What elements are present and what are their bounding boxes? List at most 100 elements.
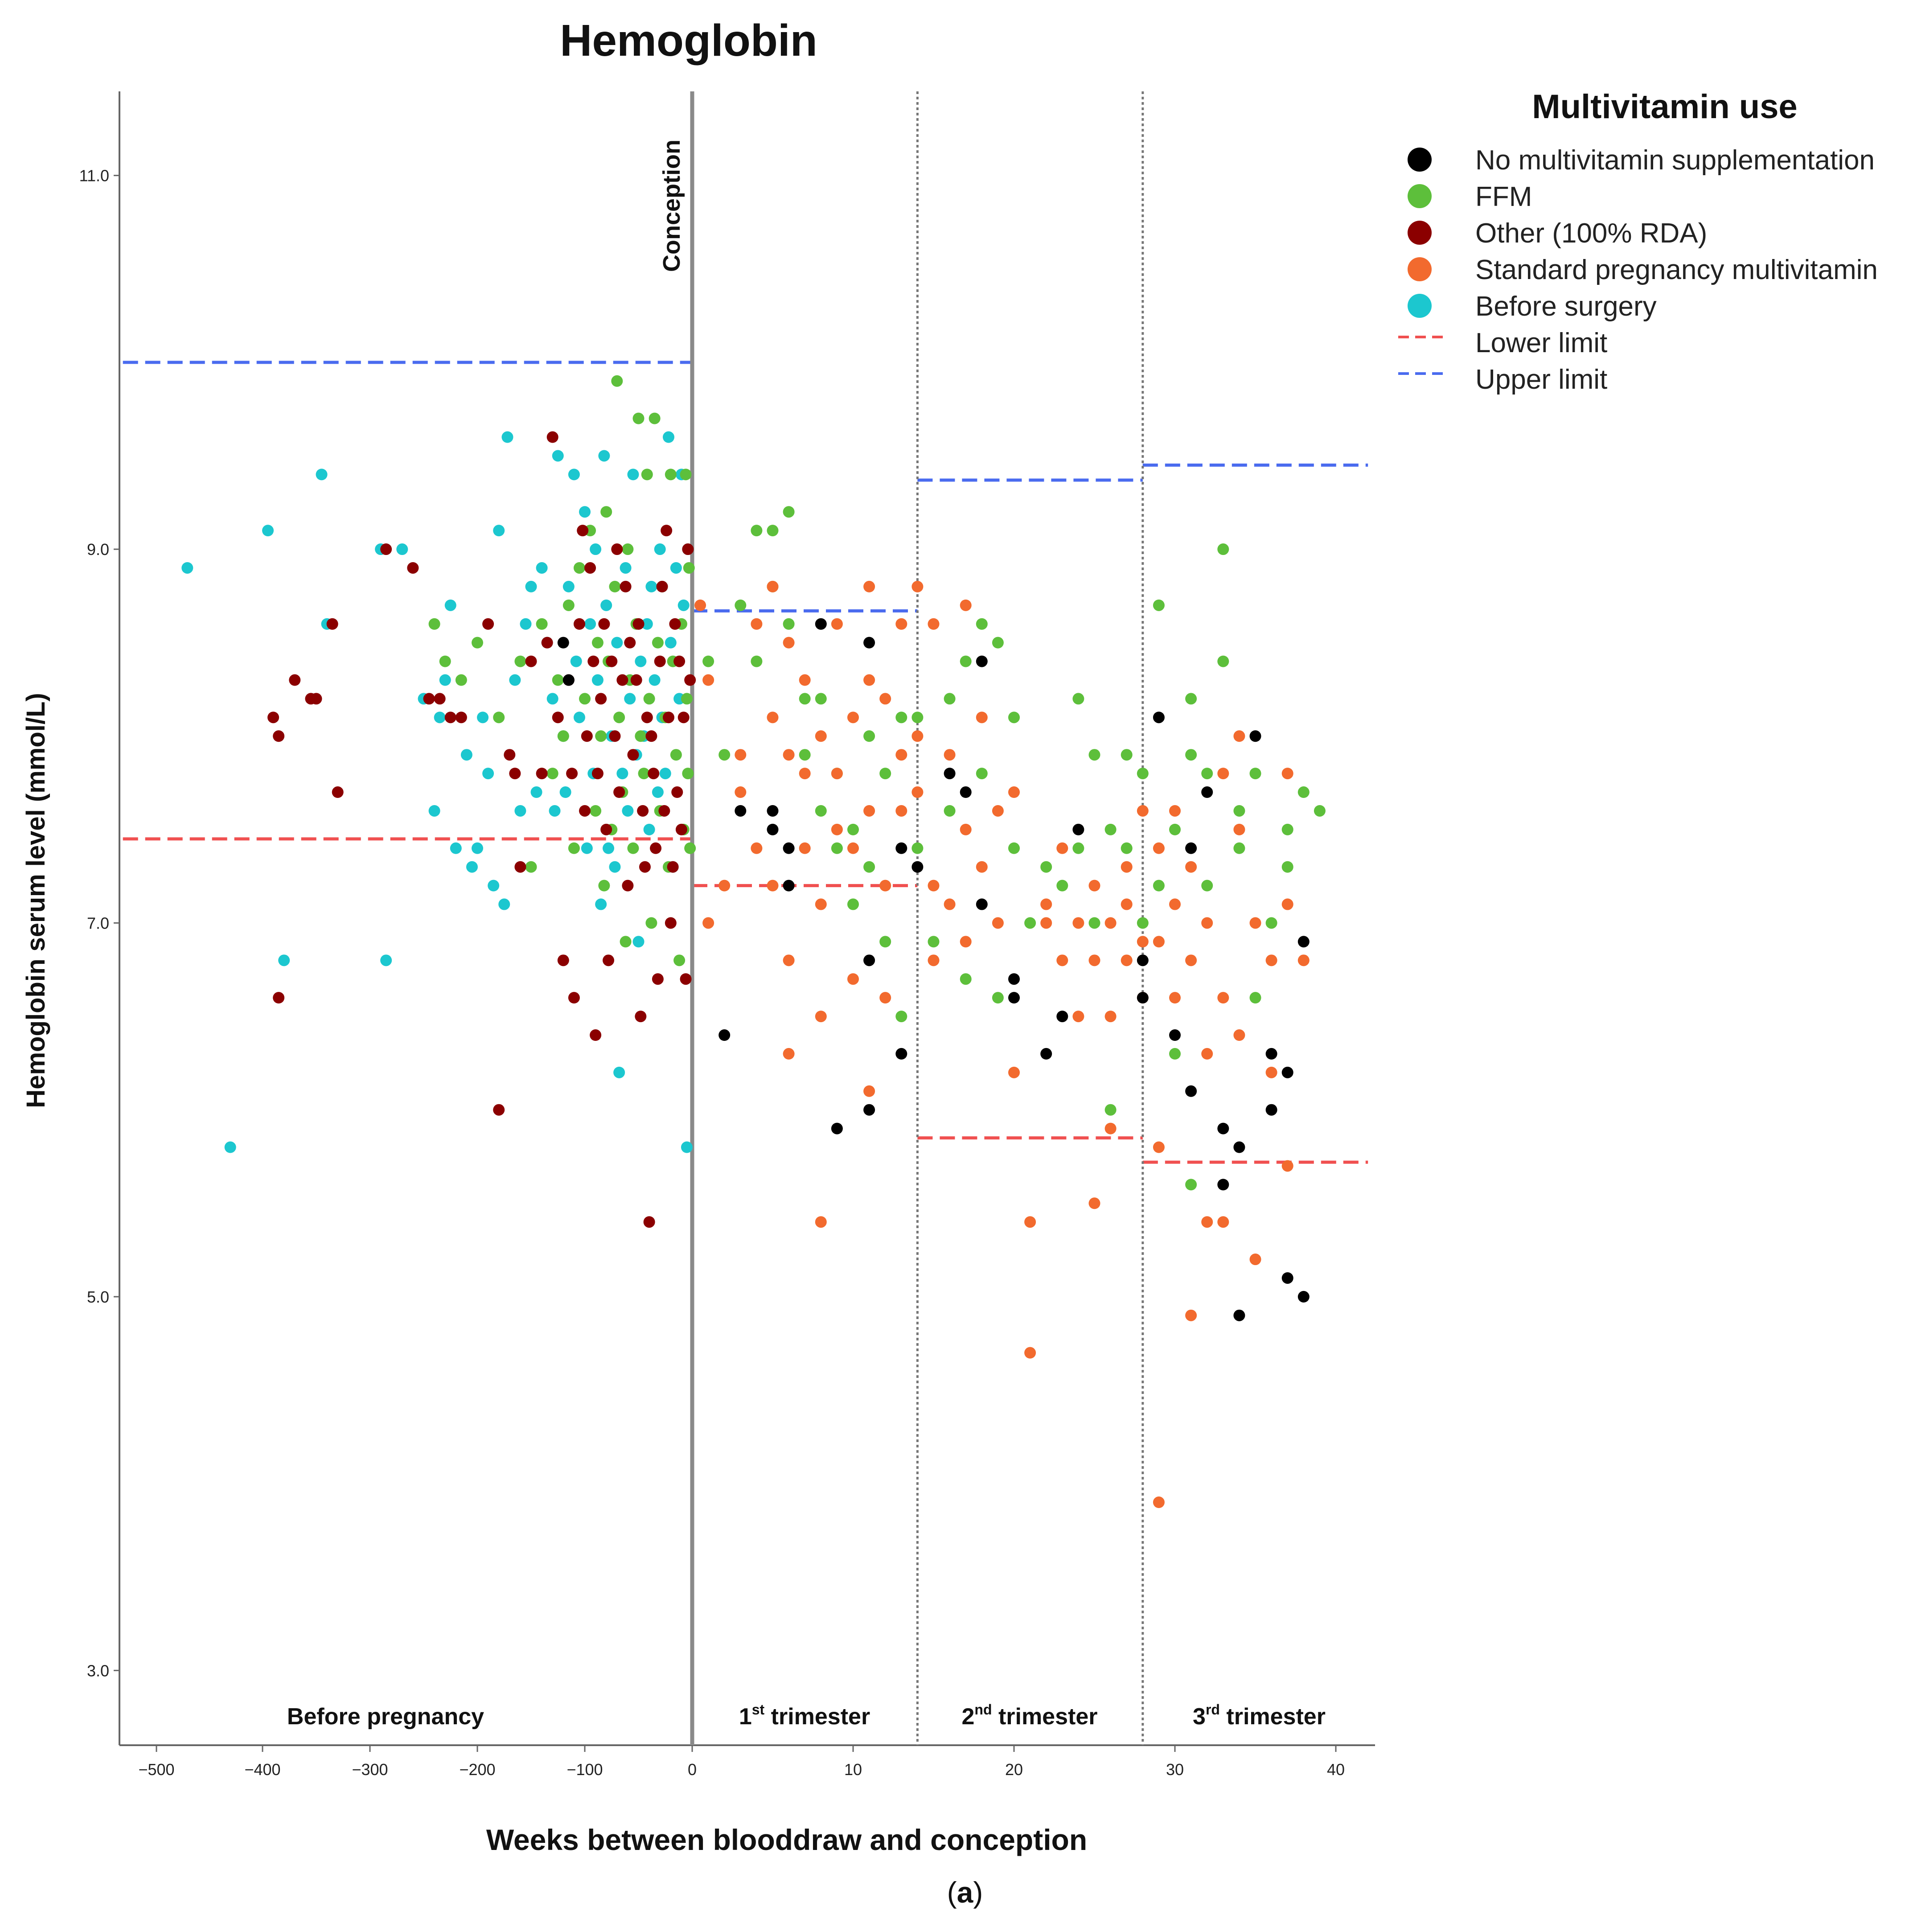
point-standard-27 [847, 973, 859, 985]
point-surgery-27 [525, 580, 537, 592]
point-standard-26 [847, 842, 859, 854]
point-other-21 [541, 637, 553, 649]
point-none-23 [1056, 1011, 1068, 1023]
point-standard-54 [1008, 786, 1020, 798]
point-ffm-101 [1121, 842, 1133, 854]
point-ffm-97 [1088, 917, 1100, 929]
point-none-41 [1297, 1291, 1310, 1303]
point-ffm-20 [600, 506, 612, 518]
point-standard-82 [1185, 861, 1197, 873]
point-standard-81 [1169, 992, 1181, 1004]
point-ffm-62 [783, 618, 795, 630]
point-ffm-86 [976, 618, 988, 630]
point-none-22 [1040, 1048, 1052, 1060]
point-standard-52 [992, 917, 1004, 929]
point-none-10 [863, 637, 875, 649]
point-none-34 [1233, 1141, 1245, 1153]
point-ffm-107 [1169, 823, 1181, 835]
point-standard-53 [1008, 1066, 1020, 1078]
point-standard-49 [976, 861, 988, 873]
point-other-64 [662, 711, 674, 723]
point-none-30 [1185, 1085, 1197, 1097]
point-standard-74 [1137, 936, 1149, 948]
point-standard-50 [976, 711, 988, 723]
legend-label-lower: Lower limit [1475, 328, 1607, 358]
point-surgery-70 [659, 768, 671, 780]
point-standard-40 [911, 786, 924, 798]
point-standard-42 [928, 880, 940, 892]
point-standard-21 [815, 898, 827, 910]
point-other-73 [682, 543, 694, 555]
point-other-33 [587, 655, 599, 667]
figure-caption: (a) [947, 1876, 983, 1909]
point-standard-29 [863, 674, 875, 686]
point-other-10 [423, 693, 435, 705]
point-standard-1 [702, 674, 714, 686]
point-ffm-77 [895, 1011, 907, 1023]
point-none-36 [1249, 730, 1261, 742]
point-standard-34 [879, 992, 891, 1004]
point-ffm-25 [613, 711, 625, 723]
legend-marker-surgery [1408, 294, 1432, 318]
point-none-29 [1185, 842, 1197, 854]
point-surgery-14 [450, 842, 462, 854]
point-ffm-5 [514, 655, 526, 667]
point-other-51 [635, 1011, 647, 1023]
point-other-59 [652, 973, 664, 985]
point-standard-12 [783, 637, 795, 649]
point-none-4 [767, 805, 779, 817]
point-ffm-9 [552, 674, 564, 686]
point-ffm-102 [1137, 768, 1149, 780]
point-other-40 [606, 655, 618, 667]
point-surgery-65 [645, 580, 657, 592]
x-axis-label: Weeks between blooddraw and conception [486, 1823, 1087, 1856]
point-surgery-18 [477, 711, 489, 723]
point-standard-58 [1040, 917, 1052, 929]
point-ffm-84 [960, 973, 972, 985]
point-other-66 [667, 861, 679, 873]
point-other-54 [641, 711, 653, 723]
point-ffm-13 [573, 562, 585, 574]
point-ffm-114 [1217, 655, 1229, 667]
point-surgery-11 [434, 711, 446, 723]
point-standard-62 [1072, 1011, 1084, 1023]
region-label-before-pregnancy: Before pregnancy [287, 1704, 484, 1730]
point-ffm-51 [681, 693, 693, 705]
point-ffm-55 [702, 655, 714, 667]
point-standard-98 [1281, 768, 1293, 780]
point-other-13 [455, 711, 467, 723]
point-ffm-80 [928, 936, 940, 948]
point-surgery-51 [609, 861, 621, 873]
point-ffm-6 [525, 861, 537, 873]
point-other-62 [658, 805, 670, 817]
point-surgery-32 [549, 805, 561, 817]
point-standard-14 [783, 954, 795, 966]
y-axis-ticks: 3.0 5.0 7.0 9.0 11.0 [79, 167, 119, 1680]
point-surgery-38 [570, 655, 582, 667]
point-none-15 [911, 861, 924, 873]
point-other-56 [645, 730, 657, 742]
point-surgery-53 [613, 1066, 625, 1078]
point-ffm-70 [847, 898, 859, 910]
point-surgery-25 [514, 805, 526, 817]
point-surgery-31 [546, 693, 558, 705]
point-ffm-68 [831, 842, 843, 854]
y-tick-label-4: 11.0 [79, 167, 109, 185]
legend: Multivitamin use No multivitamin supplem… [1398, 88, 1878, 395]
point-other-74 [684, 674, 696, 686]
point-ffm-85 [976, 768, 988, 780]
point-none-39 [1281, 1066, 1293, 1078]
x-tick-label-4: −100 [567, 1760, 603, 1779]
point-surgery-26 [520, 618, 532, 630]
point-ffm-108 [1185, 693, 1197, 705]
point-other-70 [675, 823, 687, 835]
point-none-14 [895, 1048, 907, 1060]
point-surgery-39 [573, 711, 585, 723]
point-ffm-119 [1265, 917, 1277, 929]
point-surgery-61 [635, 655, 647, 667]
point-other-28 [573, 618, 585, 630]
region-label-1st-trimester: 1st trimester [739, 1702, 870, 1730]
point-surgery-8 [396, 543, 408, 555]
point-standard-20 [815, 1011, 827, 1023]
point-ffm-89 [1008, 711, 1020, 723]
